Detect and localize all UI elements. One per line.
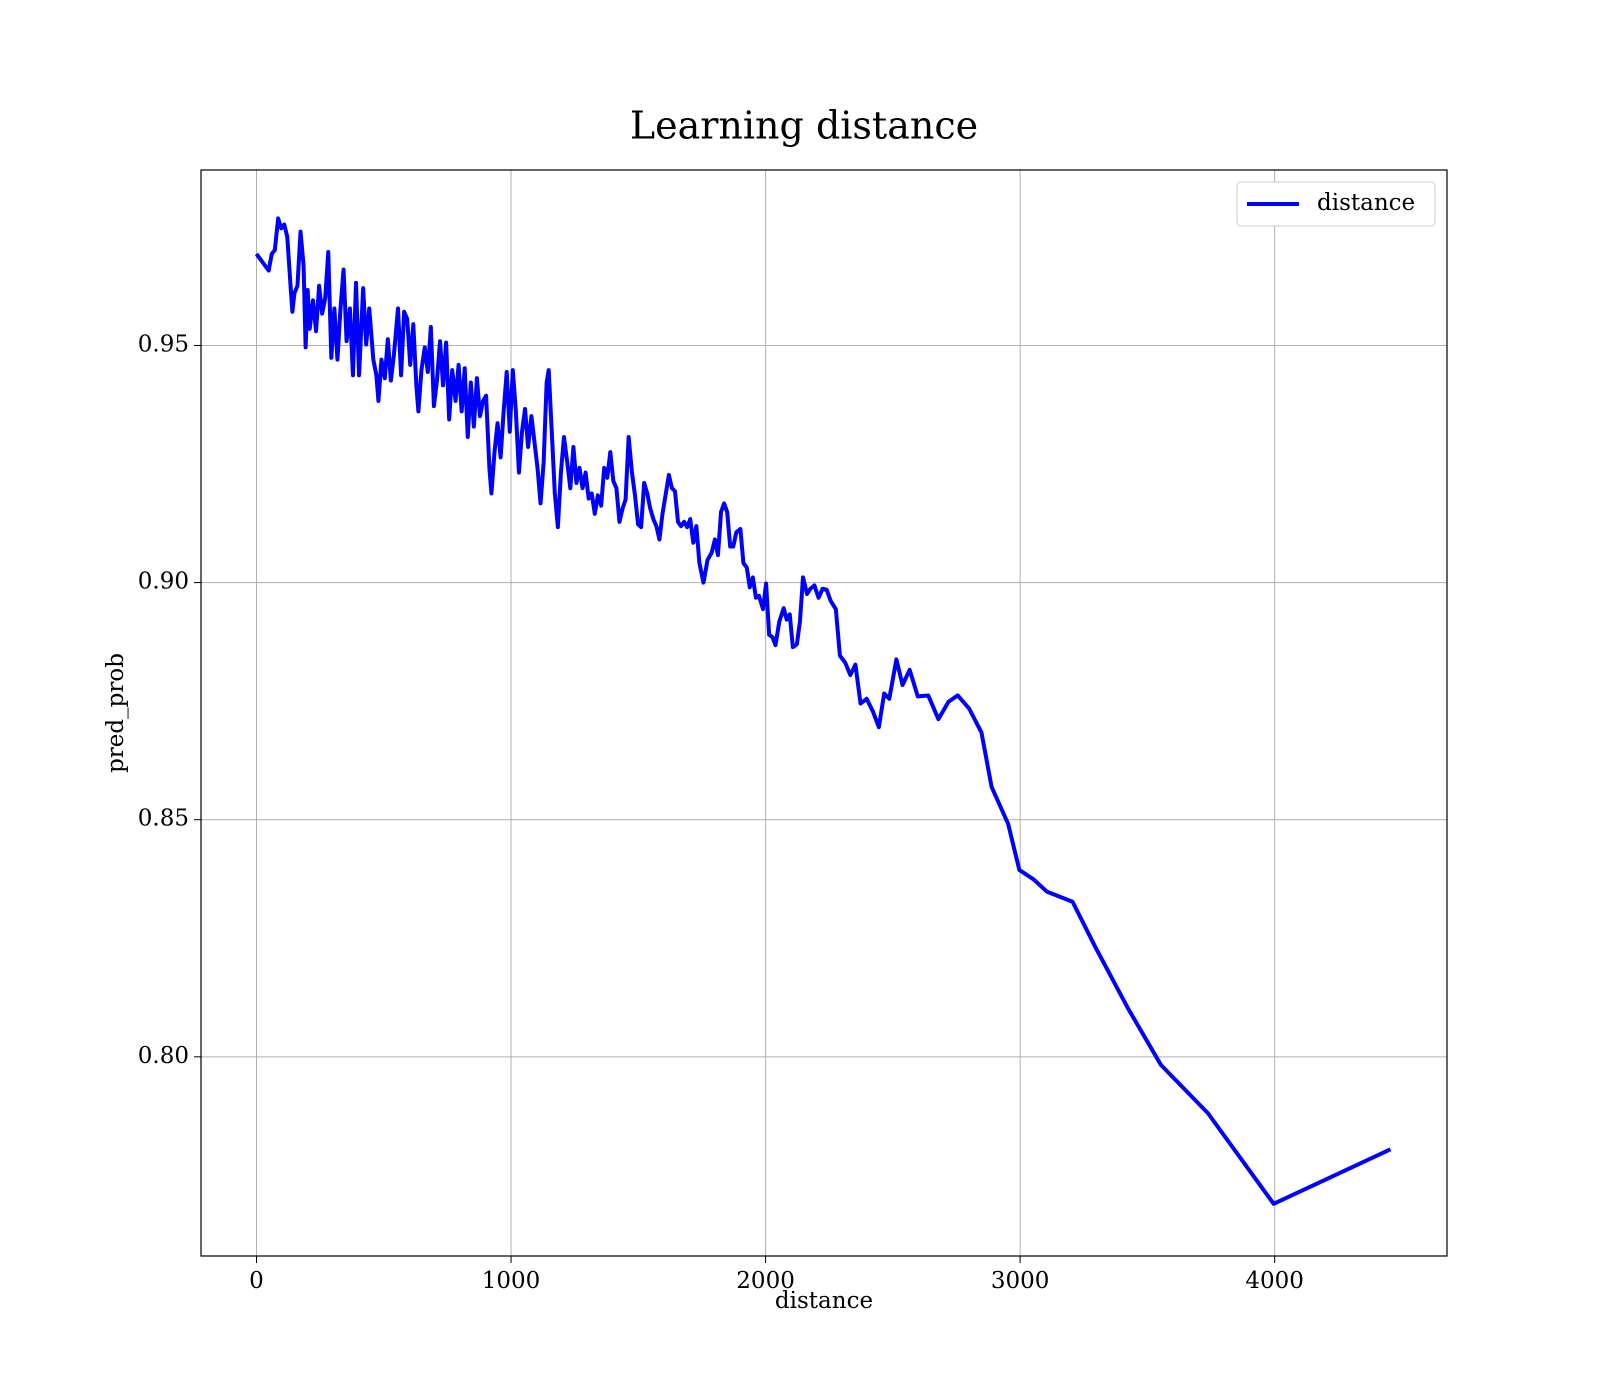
legend-label: distance — [1317, 190, 1415, 216]
y-tick-label: 0.85 — [138, 806, 189, 832]
x-axis-label: distance — [775, 1288, 873, 1314]
chart-title: Learning distance — [630, 104, 978, 148]
legend-box — [1236, 181, 1436, 227]
y-axis-label: pred_prob — [103, 653, 129, 773]
plot-frame — [200, 169, 1448, 1257]
y-tick-label: 0.90 — [138, 569, 189, 595]
y-tick-label: 0.95 — [138, 331, 189, 357]
x-tick-label: 4000 — [1245, 1268, 1304, 1294]
y-tick-label: 0.80 — [138, 1043, 189, 1069]
x-tick-label: 1000 — [482, 1268, 541, 1294]
legend: distance — [1236, 181, 1436, 227]
data-line — [254, 216, 1392, 1206]
x-tick-label: 3000 — [991, 1268, 1050, 1294]
x-tick-label: 2000 — [736, 1268, 795, 1294]
x-tick-label: 0 — [249, 1268, 264, 1294]
